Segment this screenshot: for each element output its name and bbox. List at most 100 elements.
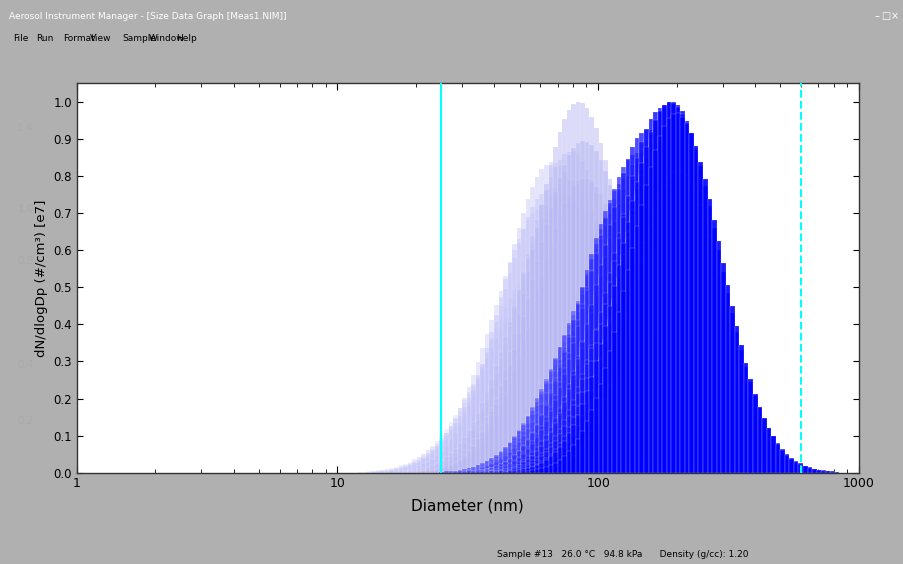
Bar xyxy=(661,468,666,473)
Bar xyxy=(371,472,376,473)
Bar xyxy=(530,452,535,473)
Bar xyxy=(634,287,638,473)
Bar xyxy=(503,470,507,473)
Bar xyxy=(416,461,421,473)
Bar xyxy=(757,471,761,473)
Bar xyxy=(530,352,535,473)
Bar xyxy=(493,470,498,473)
Bar xyxy=(470,467,475,473)
Bar xyxy=(770,469,775,473)
Bar xyxy=(416,459,421,473)
Bar xyxy=(620,440,625,473)
Bar xyxy=(539,470,544,473)
Bar xyxy=(638,232,643,473)
Bar xyxy=(493,472,498,473)
Bar xyxy=(452,453,457,473)
Bar xyxy=(571,371,575,473)
Bar xyxy=(638,154,643,473)
Bar xyxy=(675,298,680,473)
Bar xyxy=(557,454,562,473)
Bar xyxy=(489,469,493,473)
Bar xyxy=(593,244,598,473)
Bar xyxy=(671,462,675,473)
Bar xyxy=(716,469,721,473)
Bar xyxy=(611,282,616,473)
Bar xyxy=(656,464,661,473)
Text: File: File xyxy=(14,34,29,43)
Bar xyxy=(638,456,643,473)
Bar xyxy=(602,224,607,473)
Bar xyxy=(557,237,562,473)
Bar xyxy=(398,468,403,473)
Bar xyxy=(634,333,638,473)
Bar xyxy=(684,393,689,473)
Bar xyxy=(575,364,580,473)
Bar xyxy=(802,469,806,473)
Bar xyxy=(625,464,629,473)
Bar xyxy=(629,330,634,473)
Bar xyxy=(752,399,757,473)
Bar xyxy=(643,468,647,473)
Bar xyxy=(707,435,712,473)
Bar xyxy=(643,157,647,473)
Bar xyxy=(425,470,430,473)
Bar xyxy=(616,275,620,473)
Bar xyxy=(743,380,748,473)
Bar xyxy=(634,465,638,473)
Bar xyxy=(439,468,443,473)
Bar xyxy=(643,386,647,473)
Bar xyxy=(539,441,544,473)
Bar xyxy=(434,466,439,473)
Bar xyxy=(721,470,725,473)
Bar xyxy=(598,143,602,473)
Bar xyxy=(452,426,457,473)
Bar xyxy=(493,373,498,473)
Bar xyxy=(575,404,580,473)
Bar xyxy=(416,457,421,473)
Bar xyxy=(647,144,652,473)
Bar xyxy=(656,319,661,473)
Bar xyxy=(680,144,684,473)
Bar xyxy=(380,472,385,473)
Bar xyxy=(484,356,489,473)
Bar xyxy=(535,452,539,473)
Bar xyxy=(479,398,484,473)
Bar xyxy=(647,318,652,473)
Bar xyxy=(544,272,548,473)
Bar xyxy=(479,472,484,473)
Bar xyxy=(498,306,503,473)
Bar xyxy=(680,470,684,473)
Bar xyxy=(712,444,716,473)
Bar xyxy=(607,288,611,473)
Bar xyxy=(797,470,802,473)
Bar xyxy=(535,465,539,473)
Bar xyxy=(512,470,517,473)
Bar xyxy=(593,376,598,473)
Bar xyxy=(416,466,421,473)
Bar xyxy=(698,324,703,473)
Bar xyxy=(562,226,566,473)
Bar xyxy=(689,418,694,473)
Bar xyxy=(407,464,412,473)
Bar xyxy=(611,424,616,473)
Bar xyxy=(656,466,661,473)
Bar xyxy=(580,348,584,473)
Bar xyxy=(493,469,498,473)
Bar xyxy=(730,470,734,473)
Bar xyxy=(539,206,544,473)
Bar xyxy=(725,469,730,473)
Bar xyxy=(425,466,430,473)
Bar xyxy=(684,456,689,473)
Bar xyxy=(544,224,548,473)
Bar xyxy=(498,369,503,473)
Bar xyxy=(620,394,625,473)
Bar xyxy=(761,447,766,473)
Bar xyxy=(526,448,530,473)
Bar xyxy=(484,353,489,473)
Bar xyxy=(452,470,457,473)
Bar xyxy=(694,447,698,473)
Bar xyxy=(625,252,629,473)
Bar xyxy=(757,465,761,473)
Bar xyxy=(421,463,425,473)
Bar xyxy=(638,380,643,473)
